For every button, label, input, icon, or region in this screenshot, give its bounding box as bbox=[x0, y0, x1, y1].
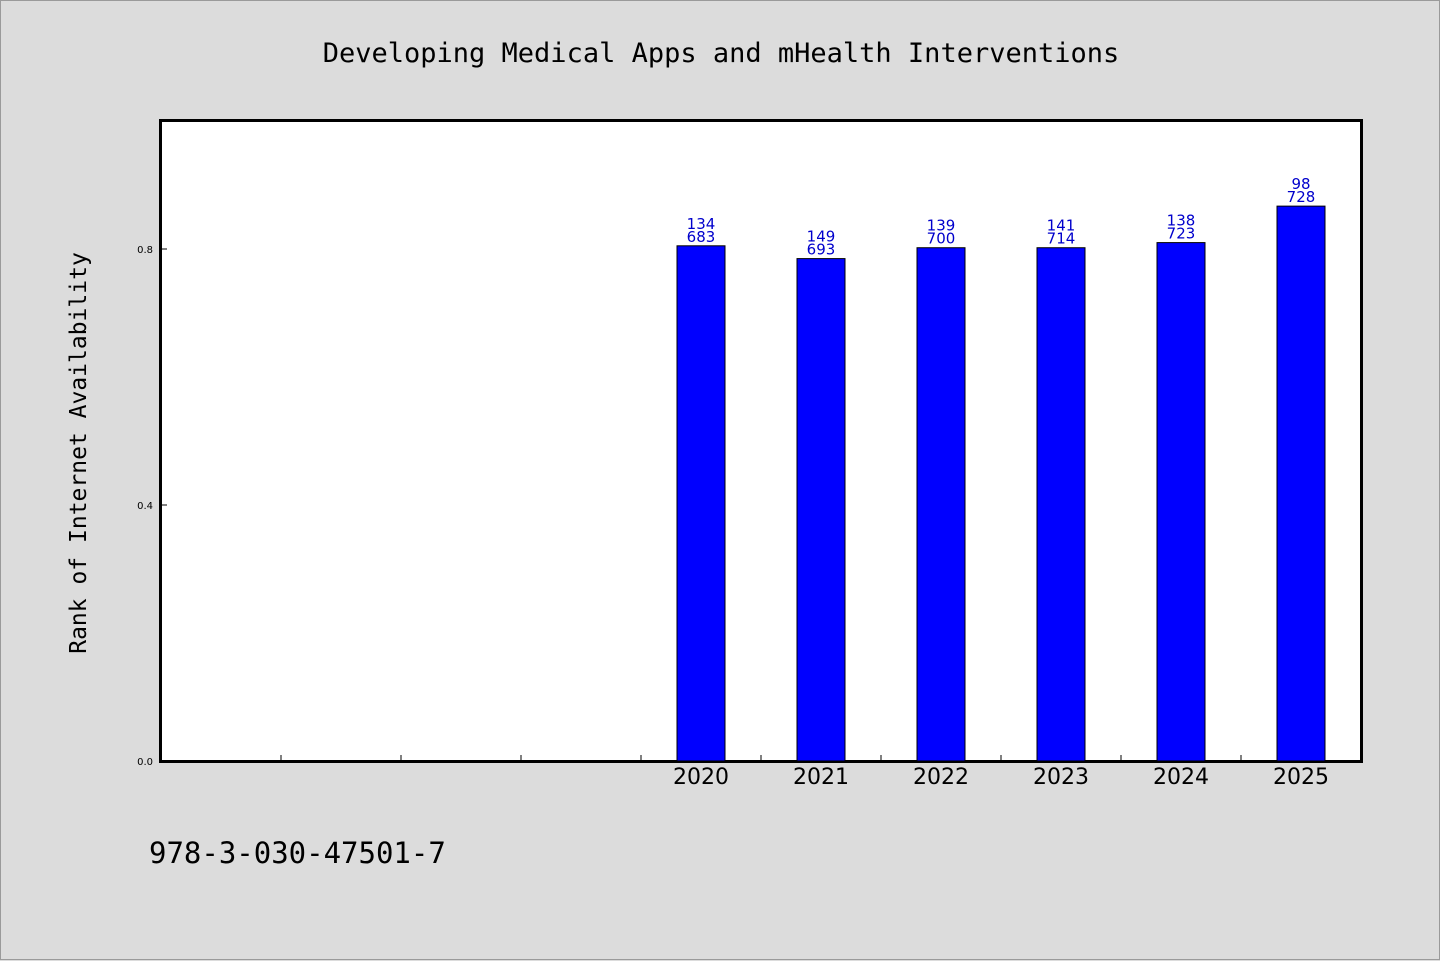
y-tick-label: 0.8 bbox=[137, 245, 153, 256]
y-axis-label: Rank of Internet Availability bbox=[66, 252, 92, 654]
bar-2025 bbox=[1276, 205, 1326, 762]
chart-title: Developing Medical Apps and mHealth Inte… bbox=[323, 38, 1120, 69]
bar-label-top: 139 bbox=[927, 217, 956, 235]
x-tick-label: 2020 bbox=[673, 765, 729, 790]
bar-label-bottom: 723 bbox=[1167, 225, 1196, 243]
bar-label-bottom: 683 bbox=[687, 228, 716, 246]
bar-label-top: 149 bbox=[807, 228, 836, 246]
y-tick-label: 0.0 bbox=[137, 757, 153, 768]
x-tick-label: 2025 bbox=[1273, 765, 1329, 790]
bar-2020 bbox=[676, 245, 726, 762]
bar-2023 bbox=[1036, 247, 1086, 762]
x-tick-label: 2024 bbox=[1153, 765, 1209, 790]
bar-2021 bbox=[796, 258, 846, 762]
isbn-label: 978-3-030-47501-7 bbox=[149, 836, 446, 870]
bar-label-bottom: 728 bbox=[1287, 188, 1316, 206]
bar-label-top: 138 bbox=[1167, 212, 1196, 230]
bar-label-top: 134 bbox=[687, 215, 716, 233]
x-tick-label: 2022 bbox=[913, 765, 969, 790]
bar-2022 bbox=[916, 247, 966, 762]
bar-label-bottom: 700 bbox=[927, 230, 956, 248]
axis-ticks: 0.0 0.4 0.8 bbox=[137, 245, 1242, 768]
y-tick-label: 0.4 bbox=[137, 501, 153, 512]
bars bbox=[676, 205, 1326, 762]
x-tick-label: 2023 bbox=[1033, 765, 1089, 790]
bar-label-bottom: 693 bbox=[807, 241, 836, 259]
bar-label-top: 141 bbox=[1047, 217, 1076, 235]
x-tick-label: 2021 bbox=[793, 765, 849, 790]
bar-2024 bbox=[1156, 242, 1206, 762]
bar-label-bottom: 714 bbox=[1047, 230, 1076, 248]
bar-label-top: 98 bbox=[1291, 175, 1310, 193]
